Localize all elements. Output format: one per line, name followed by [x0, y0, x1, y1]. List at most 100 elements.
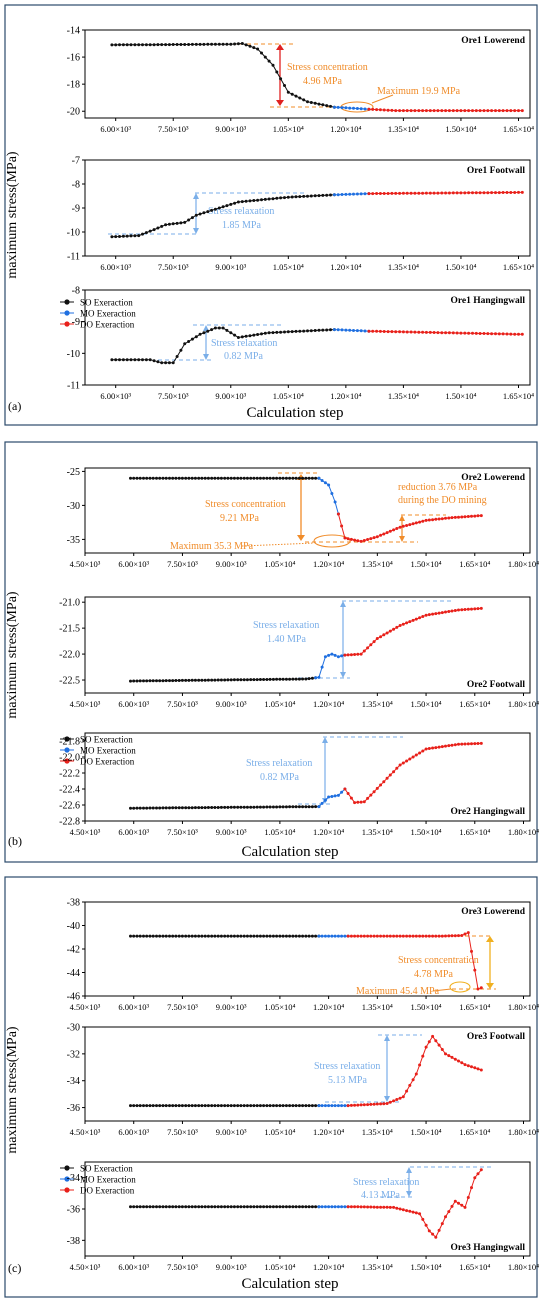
concentration-text-2: 4.96 MPa	[303, 76, 342, 87]
data-point-do	[346, 934, 350, 938]
plot-title: Ore3 Hangingwall	[450, 1243, 525, 1253]
data-point-so	[249, 476, 253, 480]
data-point-do	[382, 780, 386, 784]
data-point-do	[444, 516, 447, 520]
data-point-do	[417, 191, 421, 195]
data-point-do	[476, 1067, 480, 1071]
x-tick-label: 1.65×10⁴	[459, 1262, 490, 1272]
data-point-so	[278, 1205, 282, 1209]
data-point-so	[252, 934, 256, 938]
data-point-do	[401, 622, 405, 626]
data-point-so	[288, 805, 292, 809]
data-point-mo	[343, 934, 347, 938]
x-tick-label: 9.00×10³	[216, 699, 247, 709]
data-point-do	[431, 746, 435, 750]
data-point-mo	[333, 653, 337, 657]
data-point-mo	[323, 1104, 327, 1108]
data-point-do	[398, 934, 402, 938]
data-point-so	[263, 331, 267, 335]
data-point-do	[375, 329, 379, 333]
data-point-do	[379, 1205, 383, 1209]
data-point-so	[223, 678, 227, 682]
data-point-so	[148, 358, 152, 362]
data-point-do	[398, 1096, 402, 1100]
data-point-do	[467, 191, 471, 195]
data-point-so	[213, 934, 217, 938]
data-point-do	[362, 649, 366, 653]
data-point-so	[271, 805, 275, 809]
reduction-arrow-heads	[399, 515, 405, 542]
legend-so-label: SO Exeraction	[80, 298, 133, 308]
data-point-so	[265, 934, 269, 938]
data-point-so	[258, 934, 262, 938]
data-point-do	[440, 1222, 444, 1226]
data-point-do	[372, 790, 376, 794]
data-point-so	[135, 679, 139, 683]
data-point-do	[408, 620, 412, 624]
data-point-so	[203, 678, 207, 682]
data-point-so	[145, 806, 149, 810]
x-tick-label: 1.20×10⁴	[330, 391, 361, 401]
data-point-do	[405, 759, 409, 763]
y-tick-label: -8	[72, 286, 80, 297]
concentration-text-1: Stress concentration	[287, 62, 368, 73]
data-point-so	[275, 70, 279, 74]
series-line-so	[130, 677, 316, 682]
data-point-so	[187, 934, 191, 938]
data-point-so	[245, 1104, 249, 1108]
maximum-ellipse	[313, 534, 351, 548]
data-point-so	[132, 679, 136, 683]
data-point-do	[394, 109, 398, 113]
data-point-do	[353, 1103, 357, 1107]
data-point-so	[286, 330, 290, 334]
x-tick-label: 1.35×10⁴	[362, 1127, 393, 1137]
data-point-so	[223, 934, 227, 938]
data-point-so	[310, 676, 314, 680]
data-point-so	[142, 679, 145, 683]
data-point-mo	[330, 934, 334, 938]
data-point-so	[210, 42, 214, 46]
data-point-so	[174, 1104, 178, 1108]
data-point-do	[479, 514, 483, 518]
plot-frame	[84, 596, 531, 694]
data-point-do	[431, 1034, 435, 1038]
data-point-so	[184, 934, 188, 938]
data-point-so	[281, 805, 285, 809]
data-point-mo	[332, 328, 336, 332]
data-point-so	[306, 194, 309, 198]
data-point-do	[366, 1103, 370, 1107]
data-point-do	[386, 192, 390, 195]
data-point-do	[378, 108, 382, 112]
data-point-so	[263, 55, 267, 59]
data-point-do	[372, 1102, 376, 1106]
x-tick-label: 1.80×10⁴	[508, 1262, 539, 1272]
data-point-do	[457, 742, 460, 746]
x-tick-label: 1.35×10⁴	[388, 262, 419, 272]
data-point-so	[309, 194, 313, 198]
data-point-do	[436, 191, 440, 195]
data-point-so	[197, 476, 201, 480]
panel-c-ylabel: maximum stress(MPa)	[5, 1026, 20, 1153]
data-point-do	[395, 527, 399, 530]
data-point-do	[414, 617, 418, 621]
x-tick-label: 1.65×10⁴	[459, 1002, 490, 1012]
data-point-so	[137, 234, 141, 238]
data-point-do	[418, 934, 422, 938]
data-point-so	[158, 1104, 162, 1108]
data-point-so	[279, 330, 283, 334]
x-tick-label: 6.00×10³	[118, 1127, 149, 1137]
data-point-so	[252, 333, 256, 337]
data-point-do	[398, 763, 402, 767]
data-point-do	[375, 786, 379, 790]
data-point-so	[110, 235, 114, 239]
data-point-do	[444, 109, 448, 113]
data-point-mo	[343, 1205, 347, 1209]
x-tick-label: 1.50×10⁴	[445, 124, 476, 134]
data-point-mo	[359, 192, 363, 196]
data-point-mo	[340, 790, 344, 794]
data-point-do	[463, 515, 467, 519]
data-point-so	[141, 43, 144, 47]
legend-do-label: DO Exeraction	[80, 320, 135, 330]
data-point-so	[291, 934, 295, 938]
data-point-so	[125, 43, 129, 47]
